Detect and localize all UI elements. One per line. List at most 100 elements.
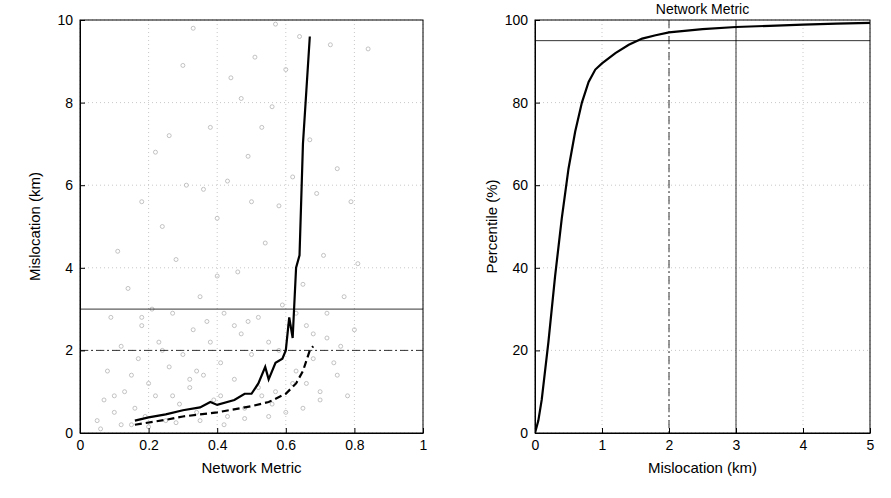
point [119,344,123,348]
tick-mark [80,103,85,104]
tick: 0 [520,425,540,441]
point [201,373,205,377]
tick: 20 [512,342,540,358]
tick-mark [535,185,540,186]
tick: 4 [65,260,85,276]
tick: 8 [65,95,85,111]
point [284,68,288,72]
x-axis: 00.20.40.60.81 [77,428,428,453]
point [171,311,175,315]
point [195,410,199,414]
point [222,423,226,427]
grid-line-x [285,20,286,433]
grid-line-y [535,102,870,103]
point [366,47,370,51]
point [280,303,284,307]
tick-mark [354,428,355,433]
grid-line-y [535,267,870,268]
tick: 3 [733,428,741,453]
point [339,344,343,348]
point [181,63,185,67]
point [153,394,157,398]
y-axis-title: Percentile (%) [483,179,500,273]
grid-line-y [80,102,423,103]
point [99,427,103,431]
point [188,377,192,381]
chart-title: Network Metric [656,1,749,17]
tick-label: 80 [512,95,528,111]
point [112,394,116,398]
tick-label: 6 [65,177,73,193]
tick-label: 5 [867,437,875,453]
point [284,410,288,414]
point [198,419,202,423]
reference-line-h [80,350,423,351]
point [222,311,226,315]
point [335,373,339,377]
chart-0: 00.20.40.60.810246810Network MetricMislo… [26,12,428,476]
tick: 1 [599,428,607,453]
point [225,179,229,183]
scatter-series [95,22,370,431]
point [140,324,144,328]
point [102,398,106,402]
tick: 100 [505,12,540,28]
point [201,187,205,191]
tick: 0.8 [345,428,365,453]
point [140,200,144,204]
point [215,216,219,220]
point [225,414,229,418]
y-axis: 020406080100 [505,12,540,441]
tick-mark [736,428,737,433]
point [253,55,257,59]
axis-line [80,21,81,434]
point [236,270,240,274]
point [167,134,171,138]
tick-label: 0.4 [208,437,228,453]
grid-line-x [602,20,603,433]
point [274,390,278,394]
reference-line-v [736,20,737,433]
tick-mark [80,268,85,269]
point [174,421,178,425]
point [335,167,339,171]
point [174,258,178,262]
point [352,328,356,332]
tick-mark [217,428,218,433]
axis-line [81,433,424,434]
tick-label: 100 [505,12,529,28]
tick: 0.2 [139,428,159,453]
plot-area [535,20,870,433]
point [260,125,264,129]
point [342,295,346,299]
tick: 5 [867,428,875,453]
point [239,332,243,336]
plot-frame [80,20,423,433]
tick: 0.6 [277,428,297,453]
point [318,390,322,394]
grid-line-x [217,20,218,433]
grid-line-x [148,20,149,433]
x-axis-title: Network Metric [201,459,302,476]
point [177,402,181,406]
point [277,204,281,208]
tick: 1 [420,428,428,453]
tick-label: 0 [532,437,540,453]
point [232,377,236,381]
tick-label: 2 [65,342,73,358]
grid-line-x [803,20,804,433]
point [140,315,144,319]
line-series [135,346,313,424]
tick: 4 [800,428,808,453]
point [191,328,195,332]
line-series [535,23,870,433]
point [198,295,202,299]
tick-label: 4 [800,437,808,453]
tick-label: 0.8 [345,437,365,453]
tick-label: 0 [65,425,73,441]
point [267,340,271,344]
tick-mark [535,268,540,269]
tick-mark [602,428,603,433]
tick-mark [80,185,85,186]
point [304,324,308,328]
